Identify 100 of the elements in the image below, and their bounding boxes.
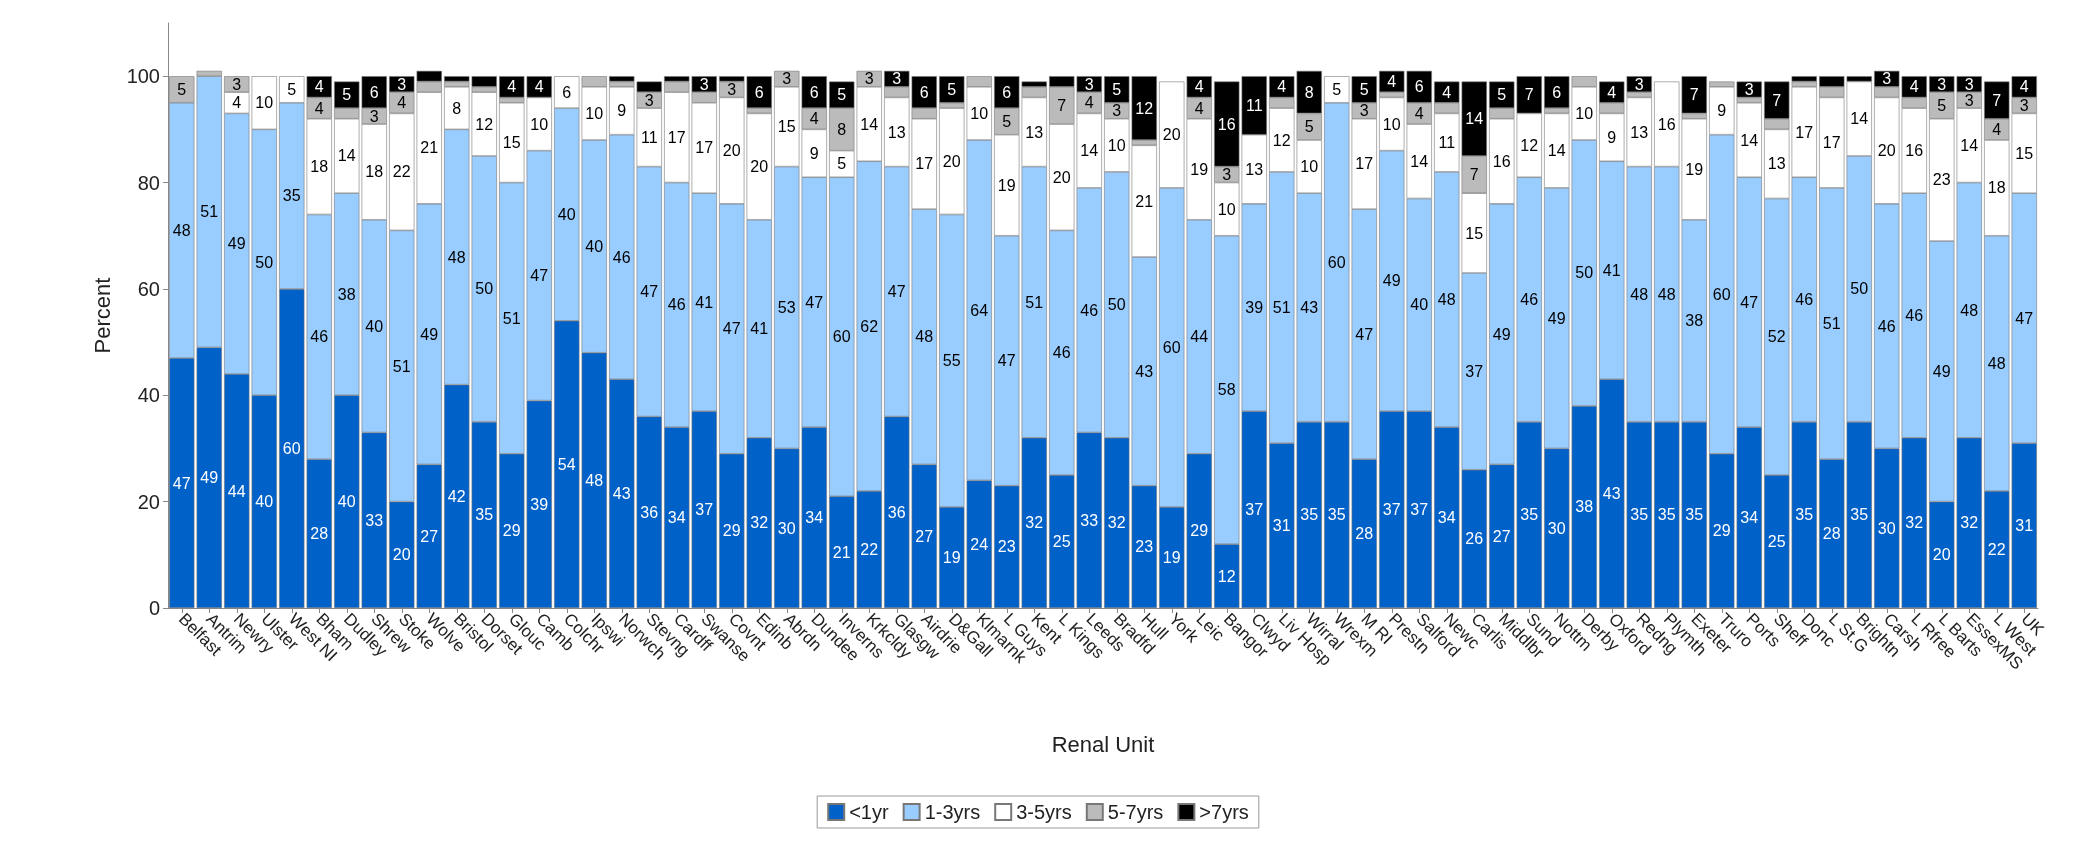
data-label: 31 <box>1272 517 1291 535</box>
data-label: 5 <box>1359 80 1369 98</box>
data-label: 4 <box>507 78 517 96</box>
data-label: 43 <box>1300 299 1319 317</box>
data-label: 19 <box>942 548 961 566</box>
data-label: 9 <box>1717 102 1727 120</box>
data-label: 30 <box>777 519 796 537</box>
data-label: 3 <box>2019 96 2029 114</box>
data-label: 8 <box>452 99 462 117</box>
data-label: 3 <box>1964 75 1974 93</box>
data-label: 12 <box>1135 99 1154 117</box>
data-label: 50 <box>475 280 494 298</box>
data-label: 20 <box>942 152 961 170</box>
data-label: 50 <box>1107 296 1126 314</box>
data-label: 32 <box>750 514 769 532</box>
data-label: 11 <box>640 128 658 146</box>
data-label: 51 <box>1025 293 1044 311</box>
data-label: 32 <box>1960 514 1979 532</box>
legend-label: 1-3yrs <box>924 801 981 823</box>
data-label: 3 <box>782 70 792 88</box>
data-label: 40 <box>337 493 356 511</box>
data-label: 30 <box>1547 519 1566 537</box>
data-label: 64 <box>970 301 989 319</box>
data-label: 4 <box>1387 73 1397 90</box>
data-label: 17 <box>915 155 934 173</box>
data-label: 10 <box>255 94 274 112</box>
data-label: 7 <box>1524 86 1534 104</box>
data-label: 11 <box>1245 96 1263 114</box>
data-label: 33 <box>365 511 384 529</box>
data-label: 6 <box>809 83 819 101</box>
data-label: 5 <box>837 155 847 173</box>
data-label: 50 <box>255 253 274 271</box>
data-label: 5 <box>287 80 297 98</box>
data-label: 46 <box>612 248 631 266</box>
data-label: 3 <box>1744 80 1754 98</box>
data-label: 60 <box>282 439 301 457</box>
data-label: 35 <box>1520 506 1539 524</box>
data-label: 37 <box>695 501 714 519</box>
data-label: 10 <box>970 104 989 122</box>
data-label: 10 <box>1382 115 1401 133</box>
data-label: 40 <box>1410 296 1429 314</box>
data-label: 35 <box>1657 506 1676 524</box>
data-label: 13 <box>887 123 906 141</box>
data-label: 47 <box>530 267 549 285</box>
data-label: 20 <box>1932 546 1951 564</box>
data-label: 12 <box>1217 567 1236 585</box>
data-label: 53 <box>777 299 796 317</box>
data-label: 23 <box>1932 171 1951 189</box>
data-label: 17 <box>667 128 686 146</box>
data-label: 14 <box>860 115 879 133</box>
data-label: 3 <box>1634 75 1644 93</box>
data-label: 60 <box>1327 253 1346 271</box>
data-label: 41 <box>695 293 714 311</box>
data-label: 9 <box>617 102 627 120</box>
data-label: 3 <box>1937 75 1947 93</box>
data-label: 37 <box>1465 362 1484 380</box>
data-label: 27 <box>1492 527 1511 545</box>
data-label: 22 <box>392 163 411 181</box>
data-label: 4 <box>809 110 819 128</box>
data-label: 35 <box>1795 506 1814 524</box>
data-label: 39 <box>1245 299 1264 317</box>
data-label: 6 <box>919 83 929 101</box>
data-label: 29 <box>722 522 741 540</box>
data-label: 29 <box>1712 522 1731 540</box>
data-label: 4 <box>1194 99 1204 117</box>
data-label: 5 <box>1332 80 1342 98</box>
data-label: 10 <box>1300 158 1319 176</box>
data-label: 54 <box>557 455 576 473</box>
data-label: 60 <box>832 328 851 346</box>
data-label: 46 <box>667 296 686 314</box>
data-label: 35 <box>1300 506 1319 524</box>
data-label: 36 <box>640 503 659 521</box>
data-label: 50 <box>1850 280 1869 298</box>
data-label: 16 <box>1492 152 1511 170</box>
data-label: 38 <box>1685 312 1704 330</box>
data-label: 14 <box>1410 152 1429 170</box>
data-label: 4 <box>314 78 324 96</box>
data-label: 51 <box>392 357 411 375</box>
data-label: 6 <box>1002 83 1012 101</box>
data-label: 46 <box>1052 344 1071 362</box>
data-label: 18 <box>1987 179 2006 197</box>
data-label: 16 <box>1657 115 1676 133</box>
data-label: 13 <box>1767 155 1786 173</box>
data-label: 30 <box>1877 519 1896 537</box>
data-label: 17 <box>1355 155 1374 173</box>
data-label: 15 <box>777 118 796 136</box>
data-label: 12 <box>475 115 494 133</box>
data-label: 33 <box>1080 511 1099 529</box>
data-label: 46 <box>1080 301 1099 319</box>
data-label: 48 <box>447 248 466 266</box>
data-label: 17 <box>695 139 714 157</box>
data-label: 48 <box>1987 354 2006 372</box>
data-label: 41 <box>1602 261 1621 279</box>
data-label: 27 <box>420 527 439 545</box>
data-label: 19 <box>997 176 1016 194</box>
data-label: 3 <box>699 75 709 93</box>
legend-label: 3-5yrs <box>1016 801 1072 823</box>
data-label: 5 <box>1497 86 1507 104</box>
data-label: 5 <box>177 80 187 98</box>
data-label: 5 <box>1112 80 1122 98</box>
